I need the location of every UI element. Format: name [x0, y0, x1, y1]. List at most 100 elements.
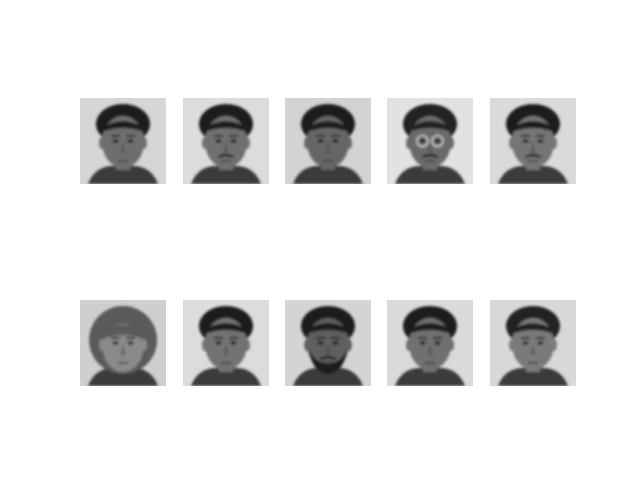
face-image-r1c5 [490, 98, 576, 184]
hairline [205, 121, 247, 132]
mouth [323, 160, 333, 162]
shirt [191, 166, 261, 184]
right-eyebrow [126, 135, 135, 137]
left-eye [522, 139, 529, 143]
right-ear [244, 137, 250, 149]
right-eyebrow [331, 337, 340, 339]
mouth [528, 362, 538, 364]
mouth [528, 160, 538, 162]
right-ear [448, 137, 454, 149]
mustache [218, 154, 234, 158]
right-eyebrow [126, 337, 135, 339]
right-eyebrow [433, 337, 442, 339]
right-eyebrow [536, 135, 545, 137]
hairline [409, 121, 451, 132]
hairline [409, 323, 451, 334]
right-eye [127, 139, 134, 143]
face-image-r2c2 [183, 300, 269, 386]
glasses-right [431, 134, 444, 148]
right-eye [230, 341, 237, 345]
nose [325, 344, 331, 355]
face-image-r2c5 [490, 300, 576, 386]
hairline [512, 121, 554, 132]
nose [530, 344, 536, 355]
shirt [88, 368, 158, 386]
right-ear [551, 339, 557, 351]
right-ear [448, 339, 454, 351]
nose [120, 142, 126, 153]
left-ear [406, 339, 412, 351]
right-ear [346, 339, 352, 351]
left-eye [215, 341, 222, 345]
left-ear [406, 137, 412, 149]
face-image-r1c1 [80, 98, 166, 184]
glasses-left [416, 134, 429, 148]
mustache [320, 356, 336, 360]
nose [427, 344, 433, 355]
mouth [425, 160, 435, 162]
right-eyebrow [331, 135, 340, 137]
left-eyebrow [316, 135, 325, 137]
left-eye [522, 341, 529, 345]
left-eyebrow [521, 337, 530, 339]
mouth [323, 362, 333, 364]
nose [427, 142, 433, 153]
mouth [118, 160, 128, 162]
left-eyebrow [111, 135, 120, 137]
hairline [307, 323, 349, 334]
right-ear [346, 137, 352, 149]
mouth [425, 362, 435, 364]
shirt [498, 166, 568, 184]
shirt [88, 166, 158, 184]
left-eye [419, 341, 426, 345]
hairline [205, 323, 247, 334]
face-image-r2c3 [285, 300, 371, 386]
right-eyebrow [229, 337, 238, 339]
right-eye [434, 139, 441, 143]
left-ear [99, 339, 105, 351]
left-eyebrow [214, 337, 223, 339]
mouth [221, 160, 231, 162]
mustache [422, 154, 438, 158]
nose [120, 344, 126, 355]
face-image-r2c4 [387, 300, 473, 386]
right-ear [141, 137, 147, 149]
left-ear [202, 137, 208, 149]
mouth [118, 362, 128, 364]
shirt [293, 166, 363, 184]
right-eye [434, 341, 441, 345]
face-image-r1c3 [285, 98, 371, 184]
left-eyebrow [521, 135, 530, 137]
shirt [293, 368, 363, 386]
nose [325, 142, 331, 153]
shirt [191, 368, 261, 386]
left-eyebrow [214, 135, 223, 137]
left-ear [304, 137, 310, 149]
shirt [395, 368, 465, 386]
nose [530, 142, 536, 153]
left-eyebrow [111, 337, 120, 339]
left-eyebrow [316, 337, 325, 339]
beard [309, 348, 347, 374]
right-ear [551, 137, 557, 149]
bangs [100, 325, 146, 340]
left-ear [99, 137, 105, 149]
nose [223, 344, 229, 355]
hairline [102, 121, 144, 132]
right-eye [230, 139, 237, 143]
right-eyebrow [229, 135, 238, 137]
mustache [525, 154, 541, 158]
left-ear [304, 339, 310, 351]
hairline [307, 121, 349, 132]
left-eye [317, 139, 324, 143]
left-eye [112, 139, 119, 143]
left-eye [419, 139, 426, 143]
shirt [395, 166, 465, 184]
nose [223, 142, 229, 153]
hairline [512, 323, 554, 334]
right-ear [141, 339, 147, 351]
face-image-r2c1 [80, 300, 166, 386]
face-image-r1c4 [387, 98, 473, 184]
shirt [498, 368, 568, 386]
left-eye [317, 341, 324, 345]
